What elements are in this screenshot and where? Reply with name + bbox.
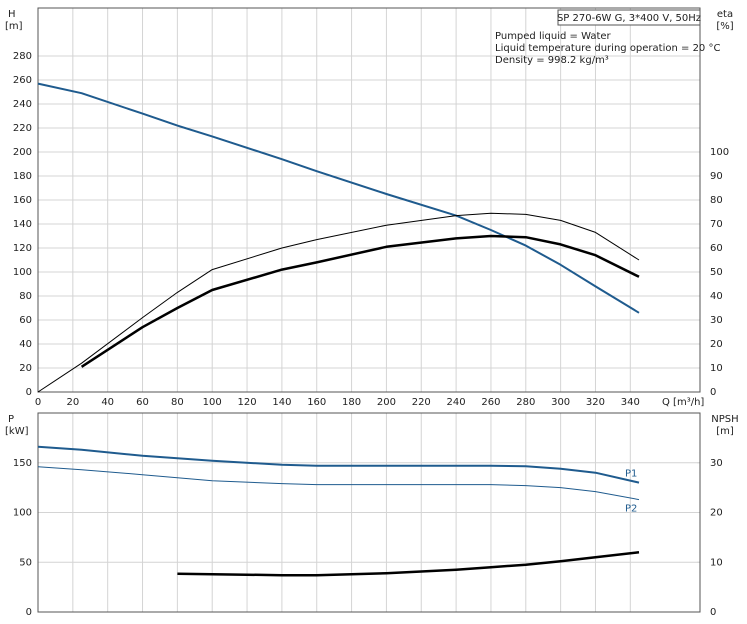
x-tick-label: 300 <box>551 397 570 408</box>
x-axis-label: Q [m³/h] <box>662 397 704 408</box>
y-tick-label: 100 <box>13 508 32 519</box>
x-tick-label: 40 <box>101 397 114 408</box>
series-label: P2 <box>625 504 637 515</box>
x-tick-label: 20 <box>66 397 79 408</box>
plot-frame <box>37 412 701 613</box>
y2-tick-label: 30 <box>710 458 723 469</box>
y-axis-label: [m] <box>5 21 23 32</box>
y-tick-label: 100 <box>13 267 32 278</box>
series-label: P1 <box>625 469 637 480</box>
x-tick-label: 220 <box>412 397 431 408</box>
x-tick-label: 200 <box>377 397 396 408</box>
x-tick-label: 80 <box>171 397 184 408</box>
y-tick-label: 20 <box>19 363 32 374</box>
y-tick-label: 120 <box>13 243 32 254</box>
y2-tick-label: 100 <box>710 147 729 158</box>
y-tick-label: 260 <box>13 75 32 86</box>
y-tick-label: 180 <box>13 171 32 182</box>
x-tick-label: 160 <box>307 397 326 408</box>
x-tick-label: 60 <box>136 397 149 408</box>
title-box <box>557 9 701 26</box>
y-tick-label: 80 <box>19 291 32 302</box>
x-tick-label: 0 <box>35 397 41 408</box>
y2-tick-label: 80 <box>710 195 723 206</box>
annotation: Liquid temperature during operation = 20… <box>495 43 720 54</box>
y-tick-label: 140 <box>13 219 32 230</box>
y2-axis-label: eta <box>717 9 733 20</box>
y2-tick-label: 50 <box>710 267 723 278</box>
curve <box>37 445 640 484</box>
y-axis-label: H <box>8 9 16 20</box>
y2-tick-label: 30 <box>710 315 723 326</box>
y-tick-label: 0 <box>26 607 32 618</box>
curve <box>177 551 640 577</box>
x-tick-label: 260 <box>481 397 500 408</box>
y2-tick-label: 0 <box>710 387 716 398</box>
y-tick-label: 40 <box>19 339 32 350</box>
x-tick-label: 240 <box>447 397 466 408</box>
plot-frame <box>37 7 701 393</box>
x-tick-label: 340 <box>621 397 640 408</box>
y-axis-label: P <box>8 414 14 425</box>
y2-tick-label: 20 <box>710 339 723 350</box>
y-tick-label: 220 <box>13 123 32 134</box>
y2-tick-label: 40 <box>710 291 723 302</box>
x-tick-label: 140 <box>272 397 291 408</box>
y-tick-label: 200 <box>13 147 32 158</box>
y-tick-label: 240 <box>13 99 32 110</box>
y-tick-label: 280 <box>13 51 32 62</box>
y2-axis-label: NPSH <box>711 414 738 425</box>
x-tick-label: 280 <box>516 397 535 408</box>
x-tick-label: 100 <box>203 397 222 408</box>
x-tick-label: 180 <box>342 397 361 408</box>
curve <box>37 466 640 501</box>
y-tick-label: 150 <box>13 458 32 469</box>
curve <box>37 212 640 393</box>
curve <box>37 82 640 314</box>
y2-tick-label: 20 <box>710 508 723 519</box>
y2-tick-label: 0 <box>710 607 716 618</box>
annotation: Pumped liquid = Water <box>495 31 612 42</box>
y2-tick-label: 70 <box>710 219 723 230</box>
x-tick-label: 120 <box>238 397 257 408</box>
y2-tick-label: 90 <box>710 171 723 182</box>
chart-title: SP 270-6W G, 3*400 V, 50Hz <box>557 13 701 24</box>
y2-tick-label: 10 <box>710 363 723 374</box>
curve <box>80 234 640 368</box>
y2-axis-label: [%] <box>716 21 733 32</box>
y2-tick-label: 10 <box>710 557 723 568</box>
y2-tick-label: 60 <box>710 243 723 254</box>
y-tick-label: 60 <box>19 315 32 326</box>
annotation: Density = 998.2 kg/m³ <box>495 55 609 66</box>
y-tick-label: 50 <box>19 557 32 568</box>
y-tick-label: 160 <box>13 195 32 206</box>
y-axis-label: [kW] <box>5 426 29 437</box>
y2-axis-label: [m] <box>716 426 734 437</box>
x-tick-label: 320 <box>586 397 605 408</box>
y-tick-label: 0 <box>26 387 32 398</box>
